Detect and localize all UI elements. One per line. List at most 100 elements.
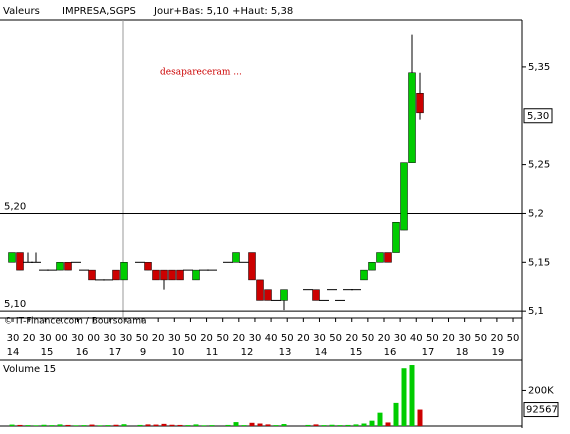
volume-bar bbox=[409, 365, 415, 426]
time-label: 00 bbox=[55, 333, 68, 344]
volume-bar bbox=[185, 425, 191, 426]
candle-body bbox=[232, 252, 240, 263]
time-label: 50 bbox=[136, 333, 149, 344]
volume-bar bbox=[9, 424, 15, 426]
time-label: 30 bbox=[313, 333, 326, 344]
volume-bar bbox=[145, 424, 151, 426]
y-tick-label: 5,1 bbox=[528, 306, 544, 317]
volume-bar bbox=[81, 425, 87, 426]
day-label: 19 bbox=[492, 347, 505, 358]
time-label: 30 bbox=[394, 333, 407, 344]
volume-bar bbox=[225, 424, 231, 426]
volume-bar bbox=[345, 424, 351, 426]
volume-bar bbox=[17, 424, 23, 426]
day-label: 16 bbox=[384, 347, 397, 358]
header-symbol: IMPRESA,SGPS bbox=[62, 6, 136, 17]
volume-bar bbox=[121, 424, 127, 426]
y-tick-label: 5,2 bbox=[528, 208, 544, 219]
volume-bar bbox=[377, 412, 383, 426]
volume-bar bbox=[193, 424, 199, 426]
time-label: 50 bbox=[474, 333, 487, 344]
time-label: 20 bbox=[232, 333, 245, 344]
volume-bar bbox=[249, 422, 255, 426]
volume-bar bbox=[33, 425, 39, 426]
time-label: 50 bbox=[329, 333, 342, 344]
day-label: 9 bbox=[140, 347, 146, 358]
time-label: 50 bbox=[216, 333, 229, 344]
time-label: 20 bbox=[297, 333, 310, 344]
candle-body bbox=[248, 252, 256, 281]
volume-bar bbox=[257, 423, 263, 426]
volume-bar bbox=[281, 424, 287, 426]
time-label: 20 bbox=[378, 333, 391, 344]
time-label: 30 bbox=[120, 333, 133, 344]
volume-tick-label: 200K bbox=[528, 385, 554, 396]
candle-body bbox=[192, 269, 200, 281]
day-label: 14 bbox=[315, 347, 328, 358]
volume-bar bbox=[321, 425, 327, 426]
candle-body bbox=[280, 289, 288, 301]
time-label: 40 bbox=[410, 333, 423, 344]
y-tick-label: 5,15 bbox=[528, 257, 550, 268]
volume-bar bbox=[73, 425, 79, 426]
candle-body bbox=[368, 262, 376, 271]
candle-body bbox=[360, 269, 368, 281]
y-tick-label: 5,35 bbox=[528, 62, 550, 73]
volume-bar bbox=[137, 424, 143, 426]
volume-bar bbox=[177, 424, 183, 426]
volume-bar bbox=[265, 424, 271, 426]
time-label: 00 bbox=[87, 333, 100, 344]
candle-body bbox=[416, 93, 424, 114]
time-label: 30 bbox=[168, 333, 181, 344]
time-label: 50 bbox=[184, 333, 197, 344]
volume-bar bbox=[97, 425, 103, 426]
time-label: 20 bbox=[491, 333, 504, 344]
day-label: 13 bbox=[279, 347, 292, 358]
volume-bar bbox=[89, 424, 95, 426]
volume-bar bbox=[329, 424, 335, 426]
y-tick-label: 5,25 bbox=[528, 160, 550, 171]
day-label: 11 bbox=[206, 347, 219, 358]
candle-body bbox=[8, 252, 16, 263]
volume-bar bbox=[169, 424, 175, 426]
candle-body bbox=[160, 269, 168, 281]
time-label: 20 bbox=[442, 333, 455, 344]
candle-body bbox=[392, 221, 400, 253]
volume-bar bbox=[233, 422, 239, 426]
volume-bar bbox=[105, 425, 111, 426]
candle-body bbox=[384, 252, 392, 263]
annotation: desapareceram ... bbox=[160, 68, 242, 78]
candle-body bbox=[376, 252, 384, 263]
volume-bar bbox=[153, 424, 159, 426]
time-label: 20 bbox=[345, 333, 358, 344]
candle-body bbox=[408, 72, 416, 163]
volume-bar bbox=[313, 424, 319, 426]
candle-body bbox=[120, 262, 128, 281]
candle-body bbox=[264, 289, 272, 301]
time-label: 40 bbox=[265, 333, 278, 344]
candle-body bbox=[400, 162, 408, 231]
time-label: 30 bbox=[71, 333, 84, 344]
time-label: 30 bbox=[7, 333, 20, 344]
day-label: 16 bbox=[76, 347, 89, 358]
day-label: 15 bbox=[41, 347, 54, 358]
candle-body bbox=[112, 269, 120, 281]
volume-bar bbox=[353, 424, 359, 426]
day-label: 12 bbox=[241, 347, 254, 358]
last-volume-label: 92567 bbox=[526, 405, 558, 416]
volume-bar bbox=[57, 424, 63, 426]
day-label: 17 bbox=[109, 347, 122, 358]
time-label: 20 bbox=[152, 333, 165, 344]
volume-bar bbox=[113, 424, 119, 426]
volume-bar bbox=[417, 409, 423, 426]
volume-bar bbox=[337, 425, 343, 426]
volume-bar bbox=[49, 425, 55, 426]
candle-body bbox=[168, 269, 176, 281]
time-label: 20 bbox=[23, 333, 36, 344]
volume-bar bbox=[41, 424, 47, 426]
day-label: 17 bbox=[422, 347, 435, 358]
reference-label: 5,10 bbox=[4, 299, 26, 310]
time-label: 30 bbox=[458, 333, 471, 344]
time-label: 50 bbox=[281, 333, 294, 344]
